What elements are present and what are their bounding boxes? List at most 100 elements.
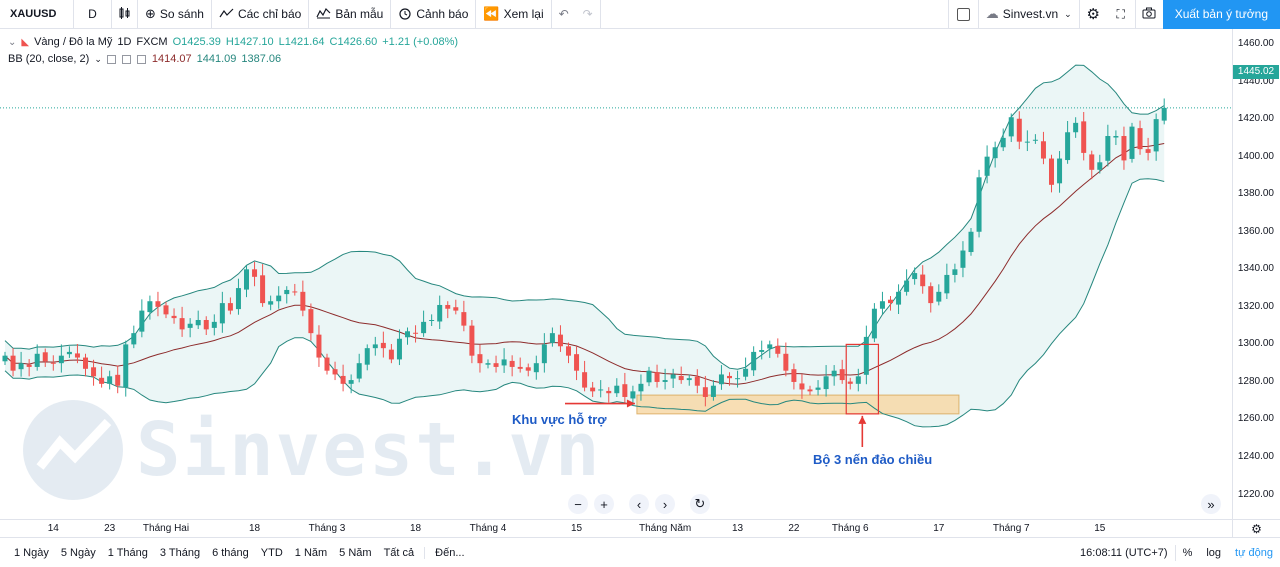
candle-body [847, 381, 853, 384]
time-tick-label: 18 [248, 523, 261, 534]
price-chart[interactable] [0, 29, 1232, 519]
symbol-search[interactable]: XAUUSD [0, 0, 74, 29]
scroll-right-button[interactable]: › [655, 494, 675, 514]
replay-button[interactable]: ⏪ Xem lại [476, 0, 552, 29]
candle-body [445, 304, 451, 309]
candle-body [179, 318, 185, 330]
price-tick-label: 1440.00 [1237, 75, 1274, 87]
candle-body [147, 301, 153, 313]
candle-body [380, 342, 386, 349]
candle-body [920, 274, 926, 287]
range-1y[interactable]: 1 Năm [294, 546, 328, 559]
candle-body [984, 156, 990, 176]
candle-body [268, 301, 274, 305]
range-6m[interactable]: 6 tháng [212, 546, 249, 559]
layout-menu-button[interactable]: ☁ Sinvest.vn ⌄ [977, 0, 1079, 29]
chart-type-button[interactable] [112, 0, 138, 29]
snapshot-button[interactable] [1134, 0, 1163, 29]
settings-icon[interactable] [121, 55, 131, 64]
zoom-in-button[interactable]: + [594, 494, 614, 514]
candle-body [413, 332, 419, 334]
auto-scale-toggle[interactable]: tự động [1235, 546, 1273, 559]
candle-body [992, 147, 998, 159]
range-1d[interactable]: 1 Ngày [14, 546, 49, 559]
candle-body [429, 319, 435, 321]
chart-pane[interactable]: Sinvest.vn ⌄ ◣ Vàng / Đô la Mỹ 1D FXCM O… [0, 29, 1280, 519]
candle-body [163, 305, 169, 315]
redo-button[interactable]: ↷ [576, 0, 601, 29]
candle-body [308, 309, 314, 334]
settings-button[interactable]: ⚙ [1078, 0, 1107, 29]
candle-body [26, 364, 32, 367]
alert-button[interactable]: Cảnh báo [391, 0, 477, 29]
gear-icon: ⚙ [1086, 6, 1100, 23]
range-ytd[interactable]: YTD [260, 546, 283, 559]
range-1m[interactable]: 1 Tháng [107, 546, 148, 559]
chevron-down-icon[interactable]: ⌄ [94, 54, 102, 64]
alarm-clock-icon [398, 6, 412, 23]
candle-body [34, 353, 40, 367]
fullscreen-button[interactable]: ⛶ [1107, 0, 1135, 29]
candle-body [131, 333, 137, 345]
scroll-to-realtime-button[interactable]: » [1201, 494, 1221, 514]
bb-indicator-label[interactable]: BB (20, close, 2) [8, 53, 90, 65]
candle-body [799, 383, 805, 390]
zoom-out-button[interactable]: − [568, 494, 588, 514]
price-tick-label: 1360.00 [1237, 225, 1274, 237]
compare-button[interactable]: ⊕ So sánh [138, 0, 212, 29]
top-toolbar: XAUUSD D ⊕ So sánh Các chỉ báo Bản mẫu C… [0, 0, 1280, 29]
candle-body [485, 363, 491, 365]
candle-body [501, 359, 507, 366]
candle-body [525, 367, 531, 371]
reversal-pattern-label: Bộ 3 nến đảo chiều [813, 452, 933, 467]
price-axis[interactable]: 1220.00 1240.00 1260.00 1280.00 1300.00 1320.… [1232, 29, 1280, 519]
candle-body [1089, 154, 1095, 170]
candle-body [646, 370, 652, 383]
time-tick-label: Tháng 3 [308, 523, 346, 534]
legend-high: H1427.10 [225, 36, 274, 48]
candle-body [1137, 128, 1143, 150]
legend-collapse-icon[interactable]: ⌄ [8, 37, 17, 48]
candle-body [566, 346, 571, 356]
percent-toggle[interactable]: % [1182, 546, 1193, 559]
candle-body [888, 299, 893, 304]
watermark-logo-icon [23, 400, 123, 500]
candle-body [549, 333, 555, 343]
range-3m[interactable]: 3 Tháng [159, 546, 201, 559]
time-tick-label: 23 [104, 523, 116, 534]
eye-icon[interactable] [106, 55, 116, 64]
reset-chart-button[interactable]: ↻ [690, 494, 710, 514]
scroll-left-button[interactable]: ‹ [629, 494, 649, 514]
layout-toggle[interactable] [947, 0, 978, 29]
publish-idea-button[interactable]: Xuất bản ý tưởng [1162, 0, 1280, 29]
time-tick-label: Tháng 7 [992, 523, 1030, 534]
close-icon[interactable] [136, 55, 146, 64]
undo-icon: ↶ [558, 7, 569, 21]
support-zone-label: Khu vực hỗ trợ [512, 412, 607, 427]
indicators-button[interactable]: Các chỉ báo [212, 0, 310, 29]
candle-body [791, 369, 797, 382]
goto-date-button[interactable]: Đến... [424, 546, 470, 559]
candle-body [638, 383, 644, 392]
price-tick-label: 1320.00 [1237, 300, 1274, 312]
candle-body [139, 310, 145, 332]
candle-body [670, 374, 676, 379]
range-all[interactable]: Tất cả [383, 546, 415, 559]
time-tick-label: Tháng 6 [831, 523, 869, 534]
candle-body [477, 354, 483, 364]
interval-button[interactable]: D [74, 0, 112, 29]
axis-settings-button[interactable]: ⚙ [1232, 519, 1280, 537]
candle-body [606, 390, 612, 394]
candle-body [1016, 118, 1022, 142]
candle-body [1113, 136, 1119, 138]
clock-label[interactable]: 16:08:11 (UTC+7) [1080, 546, 1168, 559]
undo-button[interactable]: ↶ [552, 0, 576, 29]
range-5d[interactable]: 5 Ngày [60, 546, 96, 559]
log-toggle[interactable]: log [1206, 546, 1222, 559]
candle-body [469, 325, 475, 356]
candle-body [557, 334, 563, 347]
templates-button[interactable]: Bản mẫu [309, 0, 392, 29]
range-5y[interactable]: 5 Năm [339, 546, 372, 559]
candle-body [107, 376, 113, 384]
time-axis[interactable]: 14 23 Tháng Hai 18 Tháng 3 18 Tháng 4 15 Tháng N… [0, 519, 1232, 537]
